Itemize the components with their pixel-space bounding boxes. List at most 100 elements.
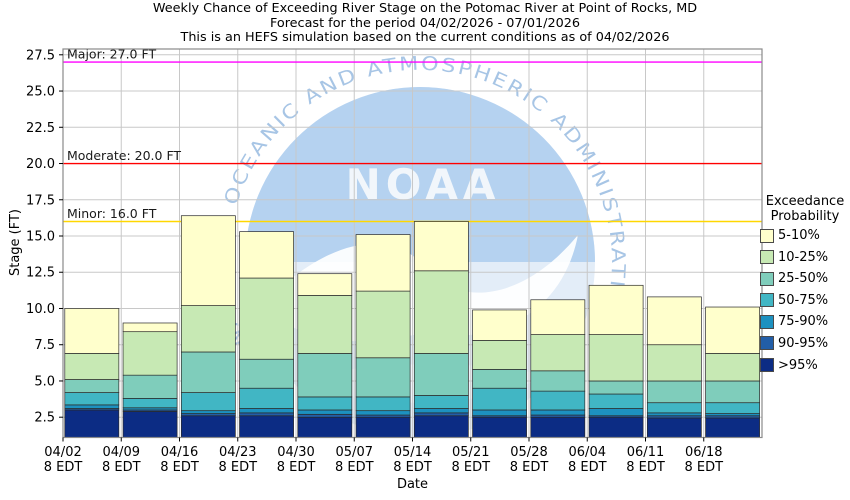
bar-segment->95% xyxy=(64,409,120,438)
x-tick-label-date: 04/16 xyxy=(161,445,198,460)
y-tick-label: 20.0 xyxy=(26,157,55,172)
legend-item: 50-75% xyxy=(760,292,850,308)
legend-swatch xyxy=(760,228,774,243)
bar-segment-75-90% xyxy=(180,410,236,414)
bar-segment->95% xyxy=(297,416,353,438)
bar-segment-5-10% xyxy=(646,296,702,346)
x-tick-label-date: 05/21 xyxy=(452,445,489,460)
bar-segment-25-50% xyxy=(297,353,353,398)
bar-segment-25-50% xyxy=(413,353,469,396)
legend-item: 90-95% xyxy=(760,336,850,351)
bar-04/30 xyxy=(297,273,353,438)
bar-segment-25-50% xyxy=(646,380,702,404)
bar-segment-5-10% xyxy=(239,231,294,279)
x-tick-label-date: 06/11 xyxy=(627,445,664,460)
legend-label: 50-75% xyxy=(778,292,829,308)
bar-segment-25-50% xyxy=(530,370,586,392)
threshold-label-minor: Minor: 16.0 FT xyxy=(67,206,157,221)
bar-segment-25-50% xyxy=(64,379,120,393)
bar-segment-75-90% xyxy=(646,412,702,417)
bars xyxy=(64,215,760,438)
chart-title: Weekly Chance of Exceeding River Stage o… xyxy=(152,1,698,16)
x-tick-label-time: 8 EDT xyxy=(510,460,549,475)
bar-04/09 xyxy=(122,322,178,438)
bar-segment-75-90% xyxy=(239,408,294,414)
legend-swatch xyxy=(760,358,774,373)
bar-segment-50-75% xyxy=(122,398,178,409)
bar-segment-75-90% xyxy=(355,410,411,416)
bar-04/23 xyxy=(239,231,294,438)
bar-segment->95% xyxy=(122,411,178,438)
legend-item: 25-50% xyxy=(760,271,850,286)
x-tick-label-date: 04/02 xyxy=(44,445,81,460)
legend-swatch xyxy=(760,293,774,308)
y-tick-label: 2.5 xyxy=(34,411,55,426)
bar-segment-25-50% xyxy=(472,369,527,389)
bar-segment-50-75% xyxy=(705,402,760,414)
bar-segment->95% xyxy=(705,417,760,438)
bar-segment-5-10% xyxy=(472,309,527,341)
chart-subtitle-simulation: This is an HEFS simulation based on the … xyxy=(180,30,670,46)
bar-segment-10-25% xyxy=(355,290,411,359)
legend-item: 10-25% xyxy=(760,249,850,265)
bar-segment-5-10% xyxy=(180,215,236,306)
legend-label: 5-10% xyxy=(778,228,820,243)
x-tick-label-time: 8 EDT xyxy=(684,460,723,475)
bar-06/18 xyxy=(705,306,760,438)
legend-label: 10-25% xyxy=(778,249,829,265)
x-tick-label-time: 8 EDT xyxy=(568,460,607,475)
bar-05/21 xyxy=(472,309,527,438)
bar-segment-50-75% xyxy=(297,396,353,411)
threshold-label-moderate: Moderate: 20.0 FT xyxy=(67,148,181,163)
bar-segment-10-25% xyxy=(64,353,120,380)
bar-segment->95% xyxy=(588,416,644,438)
legend-item: 75-90% xyxy=(760,314,850,329)
x-axis-label: Date xyxy=(396,477,429,492)
bar-segment-75-90% xyxy=(472,409,527,417)
bar-segment-50-75% xyxy=(239,387,294,409)
legend-label: >95% xyxy=(778,357,818,373)
bar-segment-10-25% xyxy=(180,305,236,353)
bar-segment->95% xyxy=(180,415,236,438)
bar-segment-50-75% xyxy=(355,396,411,412)
bar-segment-50-75% xyxy=(530,390,586,411)
bar-segment-10-25% xyxy=(239,277,294,360)
bar-segment-50-75% xyxy=(180,392,236,412)
x-tick-label-date: 06/18 xyxy=(685,445,722,460)
bar-segment->95% xyxy=(530,416,586,438)
legend-swatch xyxy=(760,271,774,286)
y-tick-label: 15.0 xyxy=(26,230,55,245)
bar-segment-10-25% xyxy=(705,353,760,382)
bar-segment-50-75% xyxy=(413,395,469,409)
x-tick-label-date: 05/14 xyxy=(394,445,431,460)
bar-segment-5-10% xyxy=(355,234,411,292)
x-tick-label-time: 8 EDT xyxy=(44,460,83,475)
bar-segment->95% xyxy=(646,417,702,438)
y-tick-label: 17.5 xyxy=(26,193,55,208)
bar-segment-25-50% xyxy=(122,374,178,399)
bar-segment-10-25% xyxy=(646,344,702,382)
bar-05/07 xyxy=(355,234,411,438)
bar-segment->95% xyxy=(355,416,411,438)
bar-segment-5-10% xyxy=(588,284,644,335)
x-tick-label-time: 8 EDT xyxy=(160,460,199,475)
chart-header: Weekly Chance of Exceeding River Stage o… xyxy=(0,1,850,46)
bar-segment-10-25% xyxy=(472,340,527,370)
bar-segment-10-25% xyxy=(297,295,353,354)
bar-segment-10-25% xyxy=(588,334,644,382)
bar-segment-50-75% xyxy=(646,402,702,414)
bar-segment-5-10% xyxy=(64,308,120,354)
bar-segment-75-90% xyxy=(530,409,586,416)
bar-segment-10-25% xyxy=(413,270,469,354)
x-tick-label-time: 8 EDT xyxy=(451,460,490,475)
x-tick-label-time: 8 EDT xyxy=(393,460,432,475)
y-tick-label: 10.0 xyxy=(26,302,55,317)
bar-segment-5-10% xyxy=(530,299,586,335)
bar-segment-5-10% xyxy=(297,273,353,296)
x-tick-label-date: 04/23 xyxy=(219,445,256,460)
bar-segment-25-50% xyxy=(180,351,236,393)
legend-title: Exceedance Probability xyxy=(760,194,850,224)
bar-06/04 xyxy=(588,284,644,438)
y-tick-label: 7.5 xyxy=(34,338,55,353)
